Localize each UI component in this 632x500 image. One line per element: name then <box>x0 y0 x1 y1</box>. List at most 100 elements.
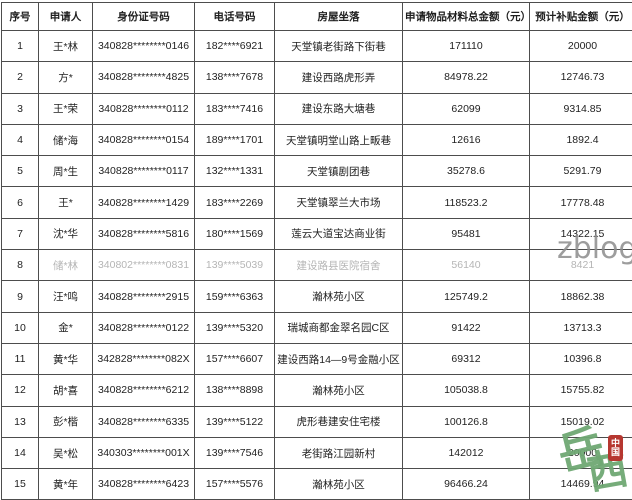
cell-id_number: 340303********001X <box>92 436 195 470</box>
cell-address: 天堂镇翠兰大市场 <box>274 186 403 219</box>
cell-subsidy_amount: 13713.3 <box>529 311 632 344</box>
cell-id_number: 340828********0146 <box>92 29 195 63</box>
cell-total_amount: 171110 <box>402 29 530 63</box>
cell-phone: 139****7546 <box>194 436 275 470</box>
cell-phone: 183****7416 <box>194 92 275 125</box>
cell-total_amount: 125749.2 <box>402 280 530 313</box>
table-row: 8 储*林 340802********0831 139****5039 建设路县医院宿… <box>1 249 632 282</box>
cell-id_number: 340802********0831 <box>92 249 195 282</box>
cell-name: 彭*楷 <box>38 405 93 438</box>
cell-seq: 11 <box>1 342 39 376</box>
table-row: 3 王*荣 340828********0112 183****7416 建设东路大塘巷… <box>1 92 632 125</box>
table-row: 13 彭*楷 340828********6335 139****5122 虎形巷建安住… <box>1 405 632 438</box>
cell-address: 莲云大道宝达商业街 <box>274 217 403 251</box>
table-row: 15 黄*年 340828********6423 157****5576 瀚林苑小区 9… <box>1 468 632 500</box>
cell-phone: 157****5576 <box>194 468 275 500</box>
table-row: 6 王* 340828********1429 183****2269 天堂镇翠兰大市场… <box>1 186 632 219</box>
cell-phone: 132****1331 <box>194 155 275 188</box>
table-row: 10 金* 340828********0122 139****5320 瑞城商都金翠名… <box>1 311 632 344</box>
cell-id_number: 340828********1429 <box>92 186 195 219</box>
cell-id_number: 340828********6212 <box>92 374 195 407</box>
cell-address: 建设路县医院宿舍 <box>274 249 403 282</box>
cell-address: 虎形巷建安住宅楼 <box>274 405 403 438</box>
cell-seq: 13 <box>1 405 39 438</box>
cell-total_amount: 35278.6 <box>402 155 530 188</box>
cell-phone: 159****6363 <box>194 280 275 313</box>
cell-phone: 139****5039 <box>194 249 275 282</box>
cell-address: 瀚林苑小区 <box>274 280 403 313</box>
cell-seq: 3 <box>1 92 39 125</box>
cell-name: 方* <box>38 61 93 94</box>
cell-phone: 138****7678 <box>194 61 275 94</box>
cell-seq: 2 <box>1 61 39 94</box>
cell-seq: 8 <box>1 249 39 282</box>
cell-name: 黄*年 <box>38 468 93 500</box>
cell-total_amount: 96466.24 <box>402 468 530 500</box>
column-header-id_number: 身份证号码 <box>92 2 195 31</box>
cell-name: 胡*喜 <box>38 374 93 407</box>
cell-subsidy_amount: 15755.82 <box>529 374 632 407</box>
cell-address: 老街路江园新村 <box>274 436 403 470</box>
cell-phone: 183****2269 <box>194 186 275 219</box>
cell-seq: 1 <box>1 29 39 63</box>
cell-total_amount: 12616 <box>402 123 530 157</box>
column-header-address: 房屋坐落 <box>274 2 403 31</box>
cell-seq: 15 <box>1 468 39 500</box>
table-row: 5 周*生 340828********0117 132****1331 天堂镇剧团巷 3… <box>1 155 632 188</box>
table-row: 11 黄*华 342828********082X 157****6607 建设西路14… <box>1 342 632 376</box>
cell-subsidy_amount: 8421 <box>529 249 632 282</box>
cell-total_amount: 62099 <box>402 92 530 125</box>
cell-total_amount: 91422 <box>402 311 530 344</box>
cell-address: 建设西路虎形弄 <box>274 61 403 94</box>
cell-id_number: 342828********082X <box>92 342 195 376</box>
table-row: 9 汪*鸣 340828********2915 159****6363 瀚林苑小区 12… <box>1 280 632 313</box>
cell-total_amount: 142012 <box>402 436 530 470</box>
cell-address: 瀚林苑小区 <box>274 374 403 407</box>
column-header-name: 申请人 <box>38 2 93 31</box>
cell-seq: 12 <box>1 374 39 407</box>
cell-address: 天堂镇明堂山路上畈巷 <box>274 123 403 157</box>
cell-id_number: 340828********0122 <box>92 311 195 344</box>
cell-total_amount: 69312 <box>402 342 530 376</box>
cell-subsidy_amount: 20000 <box>529 436 632 470</box>
cell-address: 天堂镇老街路下街巷 <box>274 29 403 63</box>
table-row: 4 储*海 340828********0154 189****1701 天堂镇明堂山路… <box>1 123 632 157</box>
cell-address: 建设西路14—9号金融小区 <box>274 342 403 376</box>
cell-total_amount: 105038.8 <box>402 374 530 407</box>
cell-name: 王*林 <box>38 29 93 63</box>
cell-phone: 138****8898 <box>194 374 275 407</box>
cell-subsidy_amount: 12746.73 <box>529 61 632 94</box>
cell-id_number: 340828********2915 <box>92 280 195 313</box>
cell-address: 瀚林苑小区 <box>274 468 403 500</box>
table-row: 14 吴*松 340303********001X 139****7546 老街路江园新… <box>1 436 632 470</box>
cell-phone: 182****6921 <box>194 29 275 63</box>
cell-total_amount: 100126.8 <box>402 405 530 438</box>
cell-subsidy_amount: 20000 <box>529 29 632 63</box>
column-header-subsidy_amount: 预计补贴金额（元） <box>529 2 632 31</box>
table-row: 12 胡*喜 340828********6212 138****8898 瀚林苑小区 1… <box>1 374 632 407</box>
cell-name: 沈*华 <box>38 217 93 251</box>
cell-subsidy_amount: 15019.02 <box>529 405 632 438</box>
cell-name: 王*荣 <box>38 92 93 125</box>
cell-phone: 189****1701 <box>194 123 275 157</box>
cell-subsidy_amount: 1892.4 <box>529 123 632 157</box>
cell-name: 储*林 <box>38 249 93 282</box>
cell-subsidy_amount: 14322.15 <box>529 217 632 251</box>
cell-id_number: 340828********6423 <box>92 468 195 500</box>
cell-address: 瑞城商都金翠名园C区 <box>274 311 403 344</box>
cell-name: 周*生 <box>38 155 93 188</box>
cell-total_amount: 84978.22 <box>402 61 530 94</box>
cell-subsidy_amount: 9314.85 <box>529 92 632 125</box>
cell-seq: 7 <box>1 217 39 251</box>
cell-seq: 10 <box>1 311 39 344</box>
cell-address: 建设东路大塘巷 <box>274 92 403 125</box>
cell-phone: 139****5320 <box>194 311 275 344</box>
cell-name: 汪*鸣 <box>38 280 93 313</box>
cell-seq: 6 <box>1 186 39 219</box>
cell-id_number: 340828********0117 <box>92 155 195 188</box>
cell-total_amount: 56140 <box>402 249 530 282</box>
cell-subsidy_amount: 17778.48 <box>529 186 632 219</box>
cell-seq: 5 <box>1 155 39 188</box>
column-header-phone: 电话号码 <box>194 2 275 31</box>
